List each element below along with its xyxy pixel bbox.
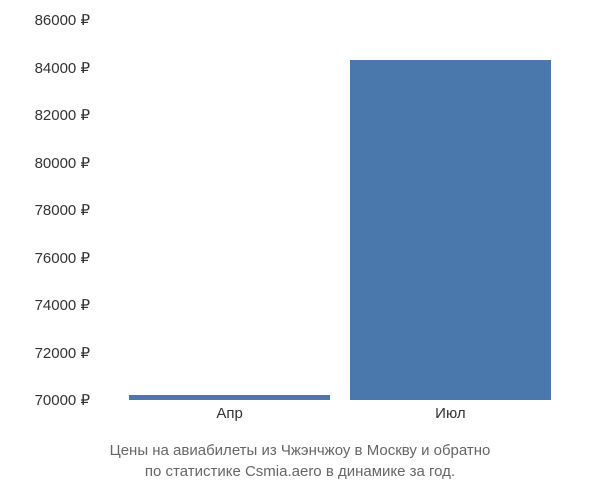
y-tick-label: 86000 ₽ (0, 11, 90, 29)
chart-caption: Цены на авиабилеты из Чжэнчжоу в Москву … (0, 440, 600, 482)
bars-group (100, 20, 580, 400)
y-axis: 70000 ₽72000 ₽74000 ₽76000 ₽78000 ₽80000… (0, 20, 95, 400)
y-tick-label: 74000 ₽ (0, 296, 90, 314)
caption-line-2: по статистике Csmia.aero в динамике за г… (0, 461, 600, 482)
x-tick-label: Июл (435, 405, 465, 422)
x-tick-label: Апр (216, 405, 242, 422)
y-tick-label: 70000 ₽ (0, 391, 90, 409)
bar (129, 395, 331, 400)
bar (350, 60, 552, 400)
caption-line-1: Цены на авиабилеты из Чжэнчжоу в Москву … (0, 440, 600, 461)
x-axis: Апр Июл (100, 405, 580, 430)
y-tick-label: 78000 ₽ (0, 201, 90, 219)
bar-chart: 70000 ₽ 72000 ₽ 74000 ₽ 76000 ₽ 78000 ₽ 80000… (0, 0, 600, 500)
y-tick-label: 82000 ₽ (0, 106, 90, 124)
y-tick-label: 80000 ₽ (0, 154, 90, 172)
y-tick-label: 72000 ₽ (0, 344, 90, 362)
y-tick-label: 76000 ₽ (0, 249, 90, 267)
y-tick-label: 84000 ₽ (0, 59, 90, 77)
plot-area (100, 20, 580, 400)
